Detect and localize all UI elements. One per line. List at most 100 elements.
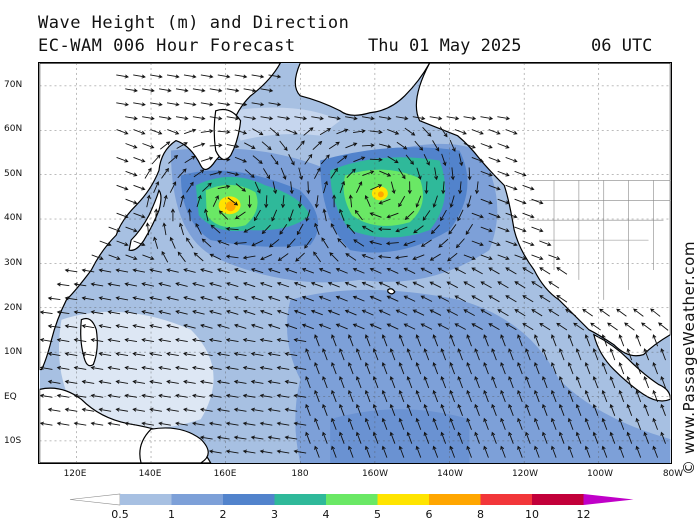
wave-direction-arrow — [633, 308, 644, 317]
wave-direction-arrow — [115, 324, 129, 329]
wave-direction-arrow — [225, 365, 239, 370]
wave-direction-arrow — [191, 365, 205, 370]
wave-direction-arrow — [64, 268, 78, 273]
wave-direction-arrow — [345, 116, 358, 121]
wave-direction-arrow — [441, 153, 447, 167]
wave-direction-arrow — [505, 212, 518, 219]
wave-direction-arrow — [166, 296, 179, 301]
wave-direction-arrow — [355, 181, 363, 193]
wave-direction-arrow — [386, 267, 399, 274]
wave-direction-arrow — [567, 445, 574, 458]
wave-direction-arrow — [378, 281, 391, 288]
wave-direction-arrow — [210, 224, 221, 234]
wave-direction-arrow — [243, 116, 257, 121]
wave-direction-arrow — [142, 116, 155, 121]
wave-direction-arrow — [301, 267, 314, 274]
wave-direction-arrow — [73, 310, 87, 315]
wave-direction-arrow — [618, 334, 625, 347]
wave-direction-arrow — [268, 74, 282, 79]
lat-label-40n: 40N — [4, 213, 23, 223]
lat-label-70n: 70N — [4, 80, 23, 90]
wave-direction-arrow — [558, 375, 565, 389]
wave-direction-arrow — [601, 445, 608, 458]
wave-direction-arrow — [378, 116, 392, 121]
wave-direction-arrow — [483, 445, 489, 458]
wave-direction-arrow — [548, 254, 561, 261]
wave-direction-arrow — [200, 129, 214, 134]
wave-direction-arrow — [514, 281, 526, 289]
wave-direction-arrow — [330, 167, 338, 179]
wave-direction-arrow — [381, 362, 388, 375]
wave-direction-arrow — [200, 268, 213, 273]
wave-direction-arrow — [474, 375, 480, 389]
colorbar-label: 8 — [477, 508, 484, 521]
wave-direction-arrow — [149, 296, 162, 301]
wave-direction-arrow — [389, 348, 396, 361]
wave-direction-arrow — [398, 195, 406, 208]
wave-direction-arrow — [225, 254, 239, 259]
wave-direction-arrow — [217, 184, 231, 190]
wave-direction-arrow — [267, 379, 281, 384]
wave-direction-arrow — [91, 254, 104, 261]
wave-direction-arrow — [280, 195, 286, 209]
wave-direction-arrow — [531, 226, 544, 233]
land-hawaii — [387, 288, 396, 295]
wave-direction-arrow — [116, 102, 129, 107]
wave-direction-arrow — [322, 375, 328, 389]
wave-direction-arrow — [480, 143, 493, 149]
wave-direction-arrow — [601, 417, 608, 430]
wave-direction-arrow — [331, 445, 337, 458]
wave-direction-arrow — [432, 362, 439, 375]
wave-direction-arrow — [209, 309, 222, 315]
wave-direction-arrow — [447, 252, 458, 262]
wave-direction-arrow — [449, 389, 456, 403]
wave-direction-arrow — [158, 310, 171, 315]
wave-direction-arrow — [378, 309, 391, 316]
wave-direction-arrow — [144, 167, 152, 179]
wave-direction-arrow — [514, 254, 527, 261]
wave-direction-arrow — [200, 323, 213, 329]
wave-direction-arrow — [432, 334, 439, 347]
wave-direction-arrow — [125, 88, 138, 93]
wave-direction-arrow — [98, 379, 112, 384]
lat-label-20n: 20N — [4, 303, 23, 313]
wave-direction-arrow — [90, 421, 104, 426]
wave-direction-arrow — [304, 237, 313, 249]
wave-direction-arrow — [550, 445, 557, 458]
wave-direction-arrow — [116, 74, 129, 79]
colorbar-label: 12 — [576, 508, 591, 521]
wave-direction-arrow — [141, 421, 154, 426]
wave-direction-arrow — [47, 324, 61, 329]
wave-direction-arrow — [488, 240, 501, 247]
wave-direction-arrow — [227, 197, 239, 206]
wave-direction-arrow — [331, 334, 337, 347]
wave-direction-arrow — [98, 351, 112, 356]
wave-direction-arrow — [259, 365, 273, 370]
wave-direction-arrow — [166, 102, 180, 107]
wave-direction-arrow — [339, 375, 345, 389]
wave-direction-arrow — [404, 210, 415, 220]
wave-direction-arrow — [279, 223, 288, 235]
wave-direction-arrow — [199, 435, 213, 440]
wave-direction-arrow — [166, 74, 180, 79]
wave-direction-arrow — [466, 417, 472, 430]
wave-direction-arrow — [558, 403, 565, 416]
wave-direction-arrow — [449, 417, 456, 430]
wave-direction-arrow — [254, 209, 261, 222]
wave-direction-arrow — [200, 102, 214, 107]
wave-direction-arrow — [441, 181, 446, 195]
wave-direction-arrow — [347, 445, 354, 458]
wave-direction-arrow — [305, 431, 311, 444]
wave-direction-arrow — [458, 181, 463, 195]
wave-direction-arrow — [251, 74, 265, 79]
wave-direction-arrow — [244, 142, 256, 149]
wave-direction-arrow — [293, 449, 307, 454]
wave-direction-arrow — [284, 267, 298, 274]
wave-direction-arrow — [550, 334, 557, 347]
wave-direction-arrow — [508, 403, 514, 416]
wave-direction-arrow — [169, 236, 176, 249]
wave-direction-arrow — [346, 168, 356, 179]
wave-direction-arrow — [534, 417, 540, 430]
wave-direction-arrow — [415, 334, 422, 347]
wave-direction-arrow — [458, 153, 464, 167]
